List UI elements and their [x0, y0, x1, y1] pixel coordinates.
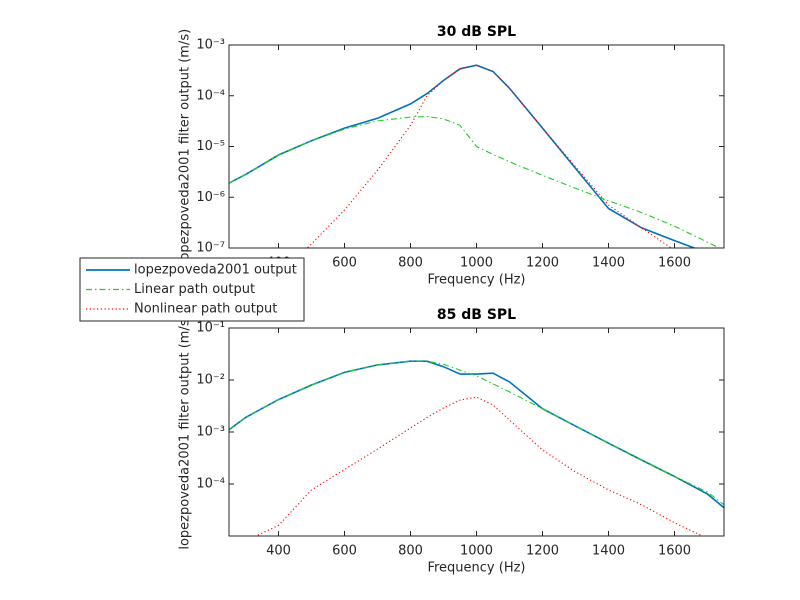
x-tick-label: 1400 — [592, 256, 625, 271]
y-tick-label: 10⁻¹ — [196, 321, 225, 336]
plot-lines — [229, 64, 721, 248]
y-tick-label: 10⁻³ — [196, 38, 225, 53]
x-tick-label: 600 — [332, 544, 357, 559]
series-line — [229, 115, 721, 248]
x-tick-label: 600 — [332, 256, 357, 271]
y-tick-label: 10⁻⁷ — [196, 241, 225, 256]
legend-label: lopezpoveda2001 output — [134, 263, 297, 278]
y-tick-label: 10⁻⁴ — [196, 477, 225, 492]
x-axis-label: Frequency (Hz) — [427, 561, 525, 576]
axes-box — [228, 327, 725, 537]
y-tick-label: 10⁻⁴ — [196, 88, 225, 103]
plot-lines — [229, 360, 724, 536]
x-tick-label: 1200 — [526, 544, 559, 559]
chart-title: 85 dB SPL — [437, 307, 516, 323]
y-tick-label: 10⁻⁵ — [196, 139, 225, 154]
x-tick-label: 1000 — [460, 256, 493, 271]
x-axis-label: Frequency (Hz) — [427, 273, 525, 288]
series-line — [254, 396, 704, 536]
series-line — [229, 360, 724, 506]
legend-label: Nonlinear path output — [134, 302, 277, 317]
x-tick-label: 400 — [266, 544, 291, 559]
plot-area — [229, 328, 724, 536]
y-axis-label: lopezpoveda2001 filter output (m/s) — [178, 29, 193, 264]
x-tick-label: 1600 — [658, 544, 691, 559]
x-tick-label: 1600 — [658, 256, 691, 271]
x-tick-label: 1400 — [592, 544, 625, 559]
legend-label: Linear path output — [134, 282, 255, 297]
y-tick-label: 10⁻³ — [196, 425, 225, 440]
series-line — [306, 64, 673, 248]
y-tick-label: 10⁻² — [196, 373, 225, 388]
chart-title: 30 dB SPL — [437, 24, 516, 40]
y-tick-label: 10⁻⁶ — [196, 190, 225, 205]
x-tick-label: 1200 — [526, 256, 559, 271]
x-tick-label: 800 — [398, 544, 423, 559]
x-tick-label: 1000 — [460, 544, 493, 559]
y-axis-label: lopezpoveda2001 filter output (m/s) — [178, 314, 193, 549]
x-tick-label: 800 — [398, 256, 423, 271]
axes-box — [228, 44, 725, 249]
